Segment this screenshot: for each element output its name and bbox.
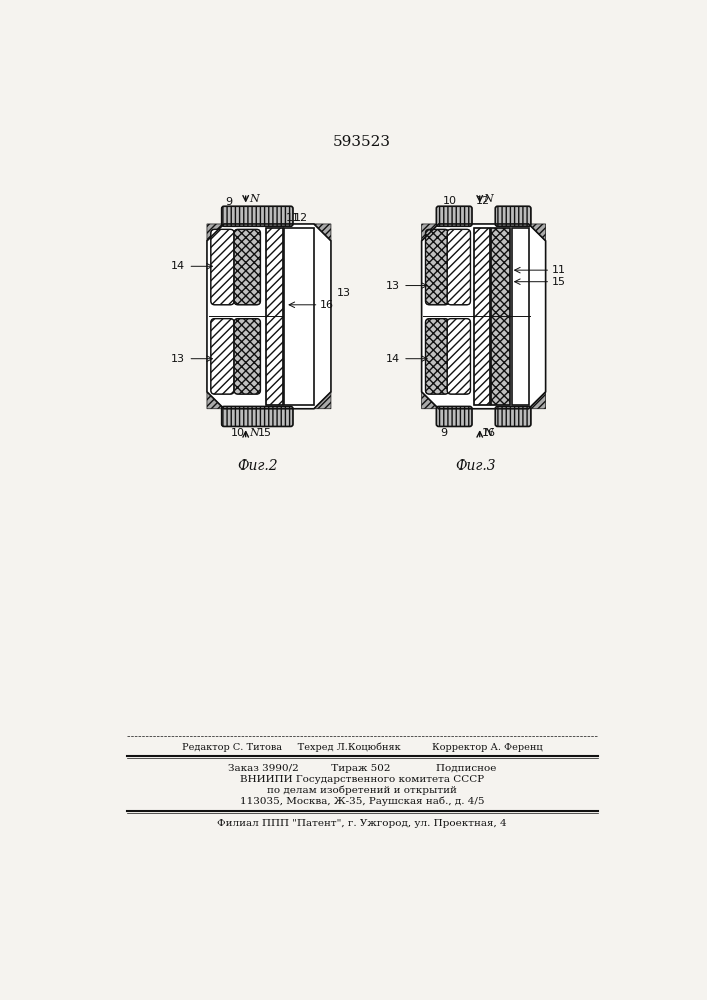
FancyBboxPatch shape: [234, 319, 260, 394]
FancyBboxPatch shape: [222, 406, 293, 426]
Text: 13: 13: [171, 354, 185, 364]
Text: Фиг.2: Фиг.2: [237, 459, 278, 473]
Polygon shape: [314, 224, 331, 241]
Text: Заказ 3990/2          Тираж 502              Подписное: Заказ 3990/2 Тираж 502 Подписное: [228, 764, 496, 773]
Bar: [512, 228, 529, 405]
Text: N: N: [249, 428, 259, 438]
Polygon shape: [207, 392, 224, 409]
Text: N: N: [249, 194, 259, 204]
Bar: [284, 228, 314, 405]
FancyBboxPatch shape: [448, 319, 470, 394]
Text: 15: 15: [552, 277, 566, 287]
Text: 16: 16: [320, 300, 334, 310]
FancyBboxPatch shape: [211, 229, 234, 305]
Text: 13: 13: [337, 288, 351, 298]
FancyBboxPatch shape: [426, 229, 449, 305]
Polygon shape: [529, 392, 546, 409]
Text: по делам изобретений и открытий: по делам изобретений и открытий: [267, 786, 457, 795]
Polygon shape: [421, 224, 546, 409]
Polygon shape: [421, 392, 438, 409]
Text: 11: 11: [286, 213, 300, 223]
Text: N: N: [483, 428, 493, 438]
Text: 12: 12: [293, 213, 308, 223]
Bar: [474, 228, 490, 405]
FancyBboxPatch shape: [211, 319, 234, 394]
FancyBboxPatch shape: [222, 206, 293, 226]
Text: 9: 9: [226, 197, 233, 207]
Text: 16: 16: [482, 428, 496, 438]
Text: 593523: 593523: [333, 135, 391, 149]
Text: 9: 9: [440, 428, 448, 438]
Text: 11: 11: [552, 265, 566, 275]
Bar: [474, 228, 490, 405]
Text: 13: 13: [386, 281, 400, 291]
Text: 113035, Москва, Ж-35, Раушская наб., д. 4/5: 113035, Москва, Ж-35, Раушская наб., д. …: [240, 797, 484, 806]
Text: Фиг.3: Фиг.3: [455, 459, 496, 473]
Bar: [491, 228, 510, 405]
Polygon shape: [529, 224, 546, 241]
Bar: [266, 228, 283, 405]
Text: 10: 10: [443, 196, 457, 206]
FancyBboxPatch shape: [495, 206, 531, 226]
Polygon shape: [314, 392, 331, 409]
FancyBboxPatch shape: [495, 406, 531, 426]
Text: N: N: [483, 194, 493, 204]
Polygon shape: [207, 224, 331, 409]
Text: ВНИИПИ Государственного комитета СССР: ВНИИПИ Государственного комитета СССР: [240, 775, 484, 784]
Text: 15: 15: [258, 428, 272, 438]
Bar: [491, 228, 510, 405]
Text: Редактор С. Титова     Техред Л.Коцюбняк          Корректор А. Ференц: Редактор С. Титова Техред Л.Коцюбняк Кор…: [182, 742, 542, 752]
FancyBboxPatch shape: [426, 319, 449, 394]
Bar: [266, 228, 283, 405]
FancyBboxPatch shape: [448, 229, 470, 305]
Text: 14: 14: [171, 261, 185, 271]
Text: 10: 10: [231, 428, 245, 438]
Text: Филиал ППП "Патент", г. Ужгород, ул. Проектная, 4: Филиал ППП "Патент", г. Ужгород, ул. Про…: [217, 819, 507, 828]
Text: 14: 14: [386, 354, 400, 364]
Polygon shape: [207, 224, 224, 241]
FancyBboxPatch shape: [436, 406, 472, 426]
Text: 12: 12: [476, 196, 490, 206]
FancyBboxPatch shape: [234, 229, 260, 305]
FancyBboxPatch shape: [436, 206, 472, 226]
Polygon shape: [421, 224, 438, 241]
